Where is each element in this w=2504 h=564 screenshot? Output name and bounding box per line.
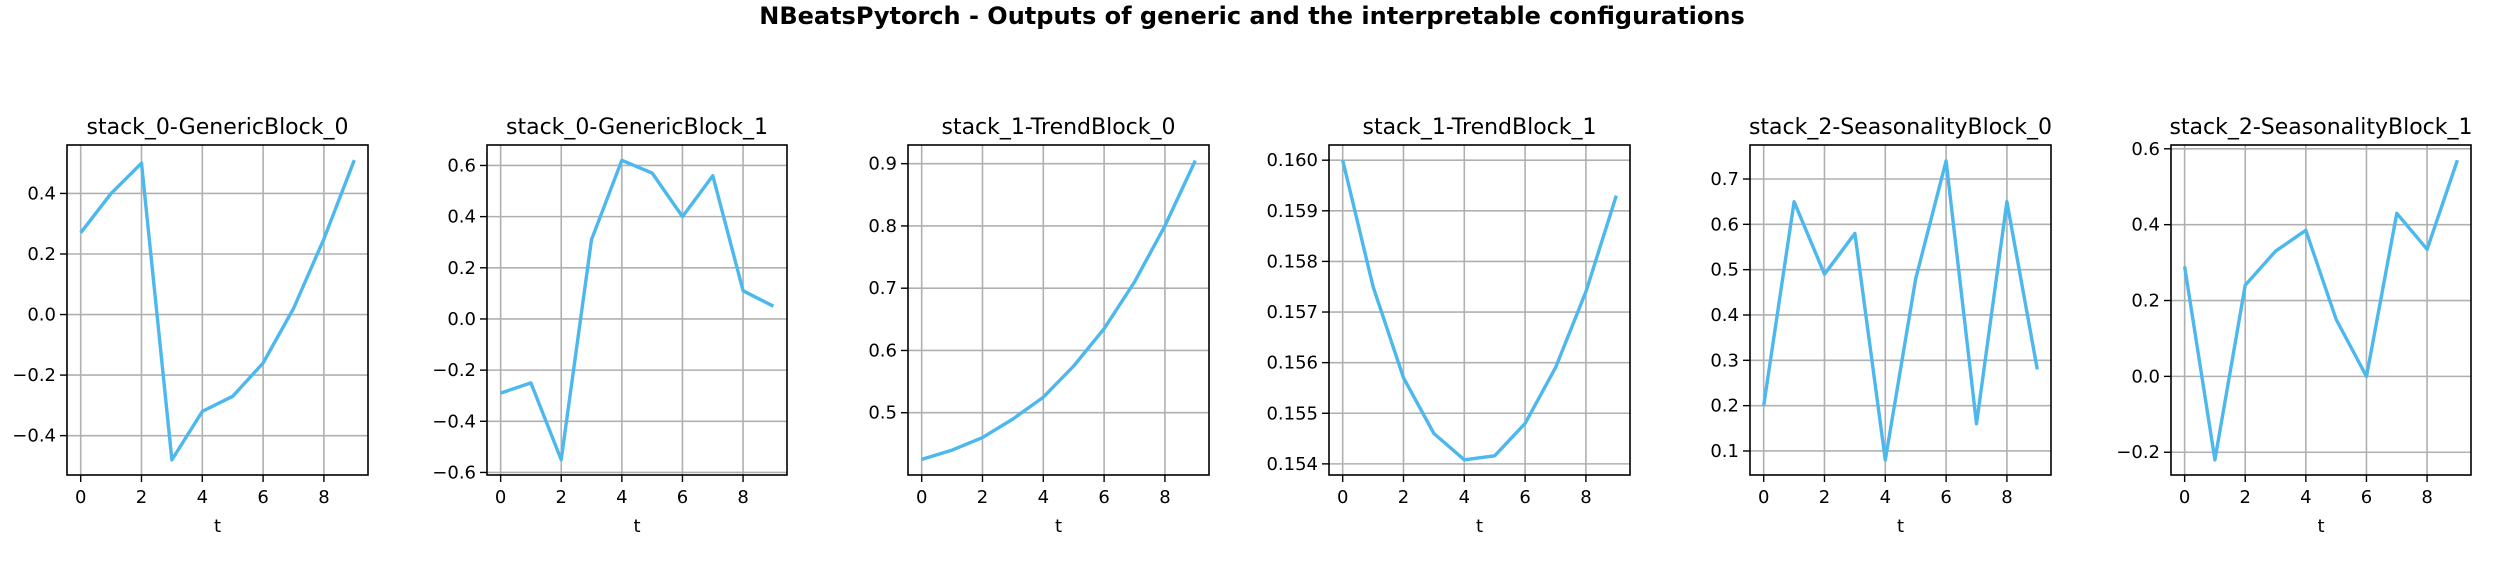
x-tick-label: 4 (2300, 487, 2311, 508)
x-tick-label: 0 (75, 487, 86, 508)
y-tick-label: −0.4 (432, 411, 476, 432)
panel-title: stack_2-SeasonalityBlock_0 (1749, 115, 2052, 140)
y-tick-label: 0.6 (1710, 214, 1739, 235)
y-tick-label: 0.4 (1710, 305, 1739, 326)
x-tick-label: 4 (1038, 487, 1049, 508)
x-tick-label: 6 (677, 487, 688, 508)
y-tick-label: −0.2 (12, 365, 56, 386)
y-tick-label: 0.4 (2131, 215, 2160, 236)
y-tick-label: 0.6 (2131, 139, 2160, 160)
x-tick-label: 0 (1337, 487, 1348, 508)
axes-frame (486, 144, 788, 476)
y-tick-label: 0.4 (27, 183, 56, 204)
chart-panel: stack_1-TrendBlock_0 0 2 4 6 8 0.5 0.6 0.7 0.8 0.9… (868, 115, 1210, 537)
x-axis-label: t (2317, 516, 2324, 537)
x-axis-label: t (1476, 516, 1483, 537)
y-tick-label: 0.0 (447, 309, 476, 330)
x-tick-label: 0 (495, 487, 506, 508)
x-tick-label: 6 (1098, 487, 1109, 508)
x-tick-label: 2 (1819, 487, 1830, 508)
y-tick-label: 0.0 (27, 305, 56, 326)
x-tick-label: 6 (2361, 487, 2372, 508)
y-tick-label: 0.5 (1710, 260, 1739, 281)
figure-title: NBeatsPytorch - Outputs of generic and t… (759, 2, 1745, 30)
y-tick-label: 0.160 (1266, 150, 1318, 171)
x-tick-label: 8 (2001, 487, 2012, 508)
x-axis-label: t (1897, 516, 1904, 537)
y-tick-label: 0.9 (868, 154, 897, 175)
series-line (1341, 159, 1618, 462)
chart-panel: stack_1-TrendBlock_1 0 2 4 6 8 0.154 0.155 0.156… (1266, 115, 1631, 537)
y-tick-label: −0.2 (432, 360, 476, 381)
axes-frame (1749, 144, 2052, 476)
axes-frame (1328, 144, 1631, 476)
x-tick-label: 2 (136, 487, 147, 508)
panel-title: stack_2-SeasonalityBlock_1 (2169, 115, 2472, 140)
y-tick-label: 0.2 (2131, 291, 2160, 312)
x-tick-label: 0 (916, 487, 927, 508)
chart-panel: stack_2-SeasonalityBlock_1 0 2 4 6 8 −0.2 0.0 0.… (2116, 115, 2472, 537)
x-tick-label: 8 (737, 487, 748, 508)
x-tick-label: 8 (1580, 487, 1591, 508)
y-tick-label: 0.1 (1710, 441, 1739, 462)
series-line (500, 158, 775, 462)
x-tick-label: 8 (1159, 487, 1170, 508)
y-tick-label: −0.6 (432, 462, 476, 483)
y-tick-label: 0.8 (868, 216, 897, 237)
x-axis-label: t (214, 516, 221, 537)
y-tick-label: −0.4 (12, 426, 56, 447)
y-tick-label: 0.157 (1266, 302, 1318, 323)
y-tick-label: 0.3 (1710, 350, 1739, 371)
y-tick-label: 0.6 (447, 155, 476, 176)
panel-title: stack_0-GenericBlock_0 (87, 115, 349, 140)
y-tick-label: 0.2 (27, 244, 56, 265)
x-tick-label: 2 (977, 487, 988, 508)
chart-panel: stack_0-GenericBlock_1 0 2 4 6 8 −0.6 −0.4 −0.2 0… (432, 115, 788, 537)
y-tick-label: 0.4 (447, 207, 476, 228)
chart-panels: stack_0-GenericBlock_0 0 2 4 6 8 −0.4 −0.2 0.0 0.… (12, 115, 2472, 537)
y-tick-label: −0.2 (2116, 442, 2160, 463)
x-tick-label: 2 (556, 487, 567, 508)
y-tick-label: 0.0 (2131, 366, 2160, 387)
y-tick-label: 0.7 (1710, 169, 1739, 190)
x-tick-label: 6 (1940, 487, 1951, 508)
x-tick-label: 8 (318, 487, 329, 508)
y-tick-label: 0.2 (1710, 396, 1739, 417)
x-tick-label: 2 (2240, 487, 2251, 508)
x-tick-label: 6 (257, 487, 268, 508)
y-tick-label: 0.6 (868, 340, 897, 361)
x-tick-label: 0 (1758, 487, 1769, 508)
x-tick-label: 4 (616, 487, 627, 508)
y-tick-label: 0.155 (1266, 403, 1318, 424)
series-line (79, 159, 356, 462)
x-tick-label: 0 (2179, 487, 2190, 508)
x-tick-label: 2 (1398, 487, 1409, 508)
series-line (1762, 159, 2039, 462)
axes-frame (2170, 144, 2472, 476)
y-tick-label: 0.156 (1266, 353, 1318, 374)
x-axis-label: t (633, 516, 640, 537)
y-tick-label: 0.7 (868, 278, 897, 299)
axes-frame (66, 144, 369, 476)
panel-title: stack_0-GenericBlock_1 (506, 115, 768, 140)
y-tick-label: 0.5 (868, 403, 897, 424)
x-axis-label: t (1055, 516, 1062, 537)
y-tick-label: 0.154 (1266, 454, 1318, 475)
series-line (921, 159, 1197, 462)
series-line (2182, 159, 2460, 462)
y-tick-label: 0.158 (1266, 251, 1318, 272)
x-tick-label: 4 (1880, 487, 1891, 508)
x-tick-label: 4 (1459, 487, 1470, 508)
y-tick-label: 0.159 (1266, 201, 1318, 222)
chart-panel: stack_2-SeasonalityBlock_0 0 2 4 6 8 0.1 0.2 0.3… (1710, 115, 2052, 537)
y-tick-label: 0.2 (447, 258, 476, 279)
panel-title: stack_1-TrendBlock_1 (1362, 115, 1596, 140)
x-tick-label: 8 (2421, 487, 2432, 508)
panel-title: stack_1-TrendBlock_0 (941, 115, 1175, 140)
axes-frame (907, 144, 1210, 476)
x-tick-label: 4 (197, 487, 208, 508)
chart-panel: stack_0-GenericBlock_0 0 2 4 6 8 −0.4 −0.2 0.0 0.… (12, 115, 369, 537)
x-tick-label: 6 (1519, 487, 1530, 508)
